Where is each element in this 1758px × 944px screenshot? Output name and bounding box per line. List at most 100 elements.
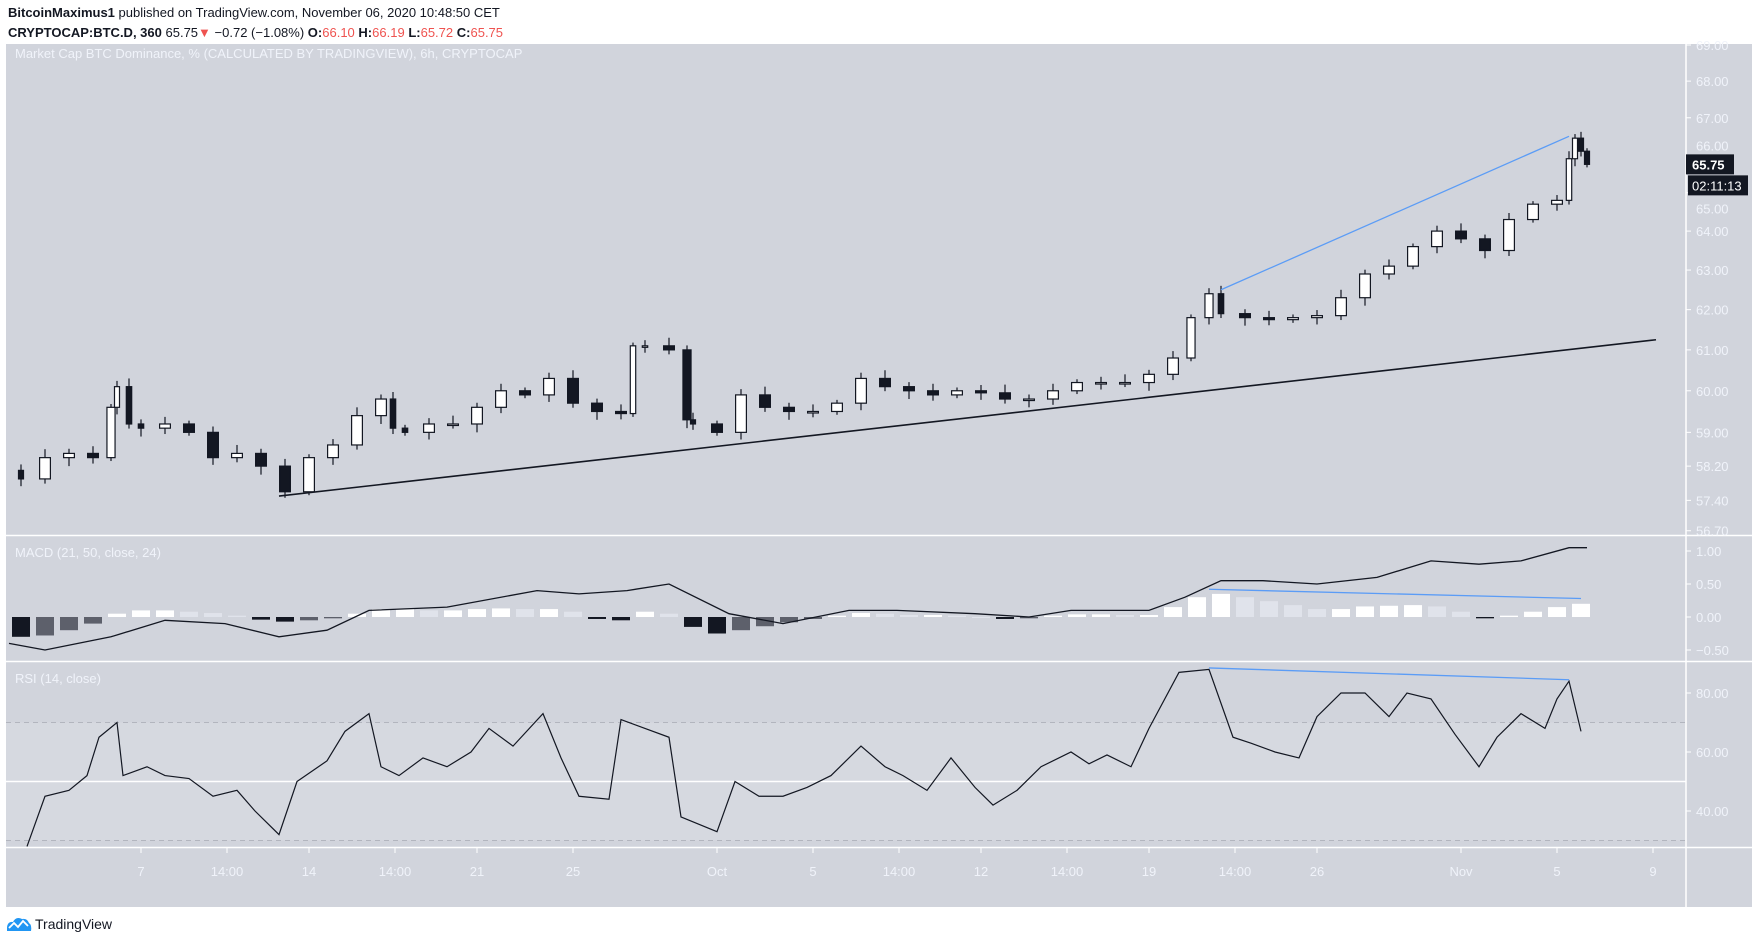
time-axis-label: 12 bbox=[974, 864, 988, 879]
price-axis-label: 66.00 bbox=[1696, 138, 1729, 153]
candle-body bbox=[682, 349, 692, 421]
candle bbox=[689, 412, 697, 430]
candle-body bbox=[1382, 265, 1395, 275]
candle-body bbox=[1571, 137, 1579, 160]
macd-histogram-bar bbox=[1020, 617, 1038, 619]
price-axis-label: 63.00 bbox=[1696, 263, 1729, 278]
candle bbox=[1142, 369, 1155, 391]
price-axis-label: 69.00 bbox=[1696, 38, 1729, 53]
candle-body bbox=[1238, 313, 1251, 319]
time-axis-label: 14:00 bbox=[211, 864, 244, 879]
candle bbox=[734, 389, 747, 440]
candle bbox=[1118, 374, 1131, 388]
candle bbox=[1286, 314, 1299, 323]
candle bbox=[303, 454, 316, 496]
macd-histogram-bar bbox=[516, 609, 534, 617]
candle bbox=[1262, 310, 1275, 326]
symbol-label: CRYPTOCAP:BTC.D, 360 bbox=[8, 25, 162, 40]
candle-body bbox=[1070, 381, 1083, 392]
author-name[interactable]: BitcoinMaximus1 bbox=[8, 5, 115, 20]
candle bbox=[1478, 234, 1491, 259]
candle-body bbox=[113, 386, 121, 408]
price-pane-title: Market Cap BTC Dominance, % (CALCULATED … bbox=[15, 46, 523, 61]
candle bbox=[782, 402, 795, 420]
rsi-divergence-line bbox=[1208, 667, 1570, 681]
symbol-info: CRYPTOCAP:BTC.D, 360 65.75▼ −0.72 (−1.08… bbox=[8, 25, 503, 40]
candle bbox=[137, 419, 145, 437]
candle-body bbox=[689, 419, 697, 425]
macd-histogram-bar bbox=[1428, 606, 1446, 617]
candle-body bbox=[1334, 297, 1347, 317]
candle-body bbox=[542, 377, 555, 396]
close-value: 65.75 bbox=[470, 25, 504, 40]
macd-axis-label: 0.50 bbox=[1696, 577, 1721, 592]
macd-histogram-bar bbox=[876, 613, 894, 617]
macd-histogram-bar bbox=[564, 611, 582, 617]
candle bbox=[950, 387, 963, 399]
candle-body bbox=[447, 423, 460, 427]
macd-histogram-bar bbox=[780, 617, 798, 623]
time-axis-label: 25 bbox=[566, 864, 580, 879]
candle bbox=[1382, 259, 1395, 280]
price-axis-label: 64.00 bbox=[1696, 224, 1729, 239]
rsi-pane-title: RSI (14, close) bbox=[15, 671, 101, 686]
time-axis-label: 14 bbox=[302, 864, 316, 879]
macd-histogram-bar bbox=[1164, 607, 1182, 617]
candle bbox=[207, 426, 220, 465]
candle bbox=[1565, 151, 1573, 205]
candle-body bbox=[758, 394, 771, 408]
macd-histogram-bar bbox=[996, 617, 1014, 619]
candle bbox=[1571, 134, 1579, 167]
candle-body bbox=[231, 452, 244, 459]
macd-histogram-bar bbox=[1068, 614, 1086, 617]
price-axis-label: 68.00 bbox=[1696, 74, 1729, 89]
tradingview-logo[interactable]: TradingView bbox=[6, 916, 112, 932]
candle-body bbox=[1478, 238, 1491, 252]
macd-histogram-bar bbox=[1188, 597, 1206, 617]
macd-histogram-bar bbox=[660, 613, 678, 617]
candle bbox=[641, 340, 649, 353]
macd-histogram-bar bbox=[492, 608, 510, 617]
candle bbox=[106, 404, 116, 462]
time-axis-label: 14:00 bbox=[379, 864, 412, 879]
macd-axis-label: 0.00 bbox=[1696, 610, 1721, 625]
candle bbox=[902, 382, 915, 400]
candle bbox=[1070, 379, 1083, 395]
macd-histogram-bar bbox=[1092, 614, 1110, 617]
macd-histogram-bar bbox=[1116, 615, 1134, 617]
candle-body bbox=[710, 423, 723, 433]
candle bbox=[86, 446, 99, 464]
candle bbox=[806, 404, 819, 418]
candle-body bbox=[303, 457, 316, 493]
candle-body bbox=[1430, 230, 1443, 248]
macd-histogram-bar bbox=[276, 617, 294, 622]
candle bbox=[125, 378, 133, 429]
time-axis-label: 14:00 bbox=[883, 864, 916, 879]
candle bbox=[1204, 288, 1214, 325]
candle-body bbox=[1286, 317, 1299, 321]
candle bbox=[231, 444, 244, 463]
candle-body bbox=[1022, 398, 1035, 402]
candle bbox=[159, 416, 172, 435]
price-axis-label: 60.00 bbox=[1696, 384, 1729, 399]
candle-body bbox=[255, 452, 268, 467]
rsi-axis-label: 40.00 bbox=[1696, 804, 1729, 819]
rsi-line bbox=[26, 668, 1582, 847]
time-axis-label: 21 bbox=[470, 864, 484, 879]
macd-histogram-bar bbox=[924, 615, 942, 617]
candle-body bbox=[183, 423, 196, 433]
candle bbox=[255, 448, 268, 475]
candle-body bbox=[1454, 230, 1467, 240]
macd-histogram-bar bbox=[1044, 615, 1062, 617]
candle-body bbox=[1550, 199, 1563, 205]
macd-histogram-bar bbox=[684, 617, 702, 627]
rsi-axis-label: 80.00 bbox=[1696, 686, 1729, 701]
macd-histogram-bar bbox=[36, 617, 54, 636]
candle-body bbox=[1577, 137, 1585, 152]
publish-info: BitcoinMaximus1 published on TradingView… bbox=[8, 5, 500, 20]
macd-histogram-bar bbox=[1212, 593, 1230, 617]
macd-histogram-bar bbox=[1356, 606, 1374, 617]
time-axis-label: 9 bbox=[1649, 864, 1656, 879]
candle bbox=[1430, 225, 1443, 254]
